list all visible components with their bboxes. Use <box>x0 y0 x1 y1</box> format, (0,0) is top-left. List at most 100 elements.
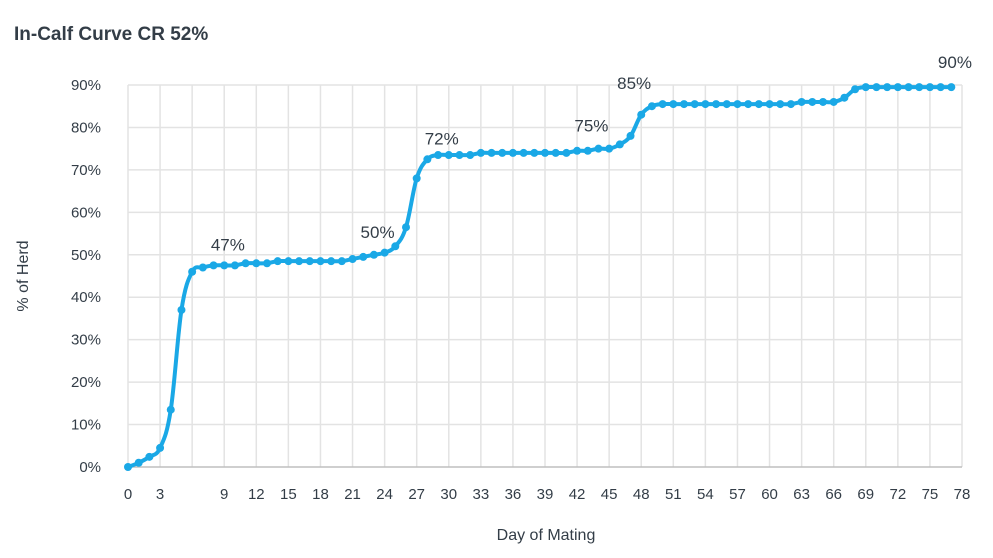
x-tick-label: 9 <box>220 486 228 503</box>
y-tick-label: 80% <box>71 119 101 136</box>
x-tick-label: 18 <box>312 486 329 503</box>
data-point <box>241 259 250 268</box>
y-tick-label: 50% <box>71 247 101 264</box>
x-tick-label: 78 <box>954 486 971 503</box>
x-tick-label: 12 <box>248 486 265 503</box>
x-tick-label: 48 <box>633 486 650 503</box>
y-axis-label: % of Herd <box>15 240 32 311</box>
data-point <box>252 259 261 268</box>
data-point <box>722 100 731 109</box>
x-tick-label: 54 <box>697 486 714 503</box>
annotation-label: 47% <box>211 236 245 255</box>
data-point <box>337 257 346 266</box>
data-point <box>423 155 432 164</box>
x-tick-label: 75 <box>922 486 939 503</box>
y-tick-label: 30% <box>71 332 101 349</box>
data-point <box>145 452 154 461</box>
data-point <box>412 174 421 183</box>
data-point <box>295 257 304 266</box>
data-point <box>776 100 785 109</box>
x-tick-label: 63 <box>793 486 810 503</box>
data-point <box>861 83 870 92</box>
y-tick-label: 10% <box>71 417 101 434</box>
y-tick-label: 90% <box>71 77 101 94</box>
annotations: 47% 50% 72% 75% 85% 90% <box>211 53 972 255</box>
data-point <box>402 223 410 232</box>
data-point <box>690 100 699 109</box>
data-point <box>615 140 624 149</box>
data-point <box>562 148 571 157</box>
data-point <box>348 255 357 264</box>
y-tick-label: 40% <box>71 289 101 306</box>
annotation-label: 85% <box>617 74 651 93</box>
data-point <box>712 100 721 109</box>
data-point <box>166 405 175 414</box>
data-point <box>530 148 539 157</box>
data-point <box>209 261 218 270</box>
x-tick-label: 45 <box>601 486 618 503</box>
data-point <box>476 148 485 157</box>
x-tick-label: 57 <box>729 486 746 503</box>
data-point <box>177 305 186 314</box>
data-point <box>669 100 678 109</box>
x-tick-label: 24 <box>376 486 393 503</box>
data-point <box>305 257 314 266</box>
data-point <box>947 83 956 92</box>
data-point <box>327 257 336 266</box>
x-tick-label: 51 <box>665 486 682 503</box>
y-tick-label: 0% <box>79 459 101 476</box>
data-point <box>220 261 229 270</box>
data-point <box>284 257 293 266</box>
data-point <box>263 259 271 268</box>
grid-lines <box>127 84 963 468</box>
y-axis-ticks: 0% 10% 20% 30% 40% 50% 60% 70% 80% 90% <box>71 77 101 476</box>
annotation-label: 90% <box>938 53 972 72</box>
data-point <box>872 83 881 92</box>
data-point <box>797 97 806 106</box>
series-line-path <box>127 84 952 469</box>
x-tick-label: 27 <box>408 486 425 503</box>
data-point <box>851 85 860 94</box>
data-point <box>583 146 592 155</box>
data-point <box>754 100 763 109</box>
data-point <box>808 97 817 106</box>
x-tick-label: 66 <box>825 486 842 503</box>
x-tick-label: 33 <box>473 486 490 503</box>
data-point <box>647 102 656 111</box>
data-point <box>744 100 753 109</box>
data-point <box>273 257 282 266</box>
chart-title: In-Calf Curve CR 52% <box>14 24 209 45</box>
x-tick-label: 39 <box>537 486 554 503</box>
data-point <box>626 131 635 140</box>
series-points <box>124 83 956 471</box>
data-point <box>124 463 132 471</box>
data-point <box>637 110 646 119</box>
series-line <box>127 84 952 469</box>
data-point <box>658 100 667 109</box>
y-tick-label: 20% <box>71 374 101 391</box>
data-point <box>594 144 603 153</box>
data-point <box>198 263 207 272</box>
x-tick-label: 42 <box>569 486 586 503</box>
data-point <box>391 242 400 251</box>
data-point <box>786 100 795 109</box>
annotation-label: 75% <box>574 117 608 136</box>
x-tick-label: 60 <box>761 486 778 503</box>
data-point <box>680 100 688 109</box>
annotation-label: 50% <box>361 223 395 242</box>
data-point <box>573 146 582 155</box>
data-point <box>455 151 464 160</box>
data-point <box>541 148 549 157</box>
data-point <box>156 443 165 452</box>
data-point <box>188 267 197 276</box>
data-point <box>444 151 453 160</box>
data-point <box>508 148 517 157</box>
data-point <box>701 100 710 109</box>
x-tick-label: 3 <box>156 486 164 503</box>
y-tick-label: 60% <box>71 204 101 221</box>
annotation-label: 72% <box>425 129 459 148</box>
x-tick-label: 36 <box>505 486 522 503</box>
data-point <box>819 97 827 106</box>
data-point <box>605 144 614 153</box>
